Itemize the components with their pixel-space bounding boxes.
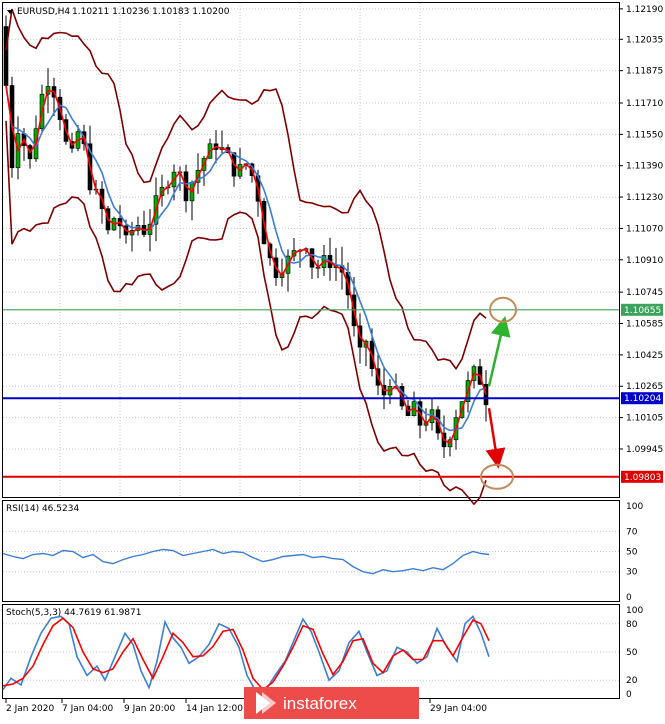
resistance-target-circle xyxy=(489,296,517,323)
x-tick-label: 29 Jan 04:00 xyxy=(430,704,487,714)
y-tick-label: 1.09945 xyxy=(626,445,663,455)
y-tick-label: 1.12190 xyxy=(626,5,663,15)
candle-body xyxy=(3,26,9,86)
rsi-panel-frame xyxy=(2,500,620,602)
resistance-price-label: 1.10655 xyxy=(624,306,661,316)
candle-body xyxy=(483,384,489,406)
rsi-tick-label: 100 xyxy=(626,502,643,512)
bearish-arrow xyxy=(485,408,506,469)
y-tick-label: 1.11230 xyxy=(626,193,663,203)
y-tick-label: 1.10105 xyxy=(626,414,663,424)
support-price-tag xyxy=(621,470,663,483)
rsi-tick-label: 30 xyxy=(626,568,638,578)
resistance-price-tag xyxy=(621,303,663,316)
y-tick-label: 1.10585 xyxy=(626,320,663,330)
rsi-tick-label: 0 xyxy=(626,593,632,603)
current-price-tag xyxy=(621,392,663,405)
watermark: instaforex xyxy=(244,687,419,719)
stoch-tick-label: 50 xyxy=(626,648,638,658)
rsi-tick-label: 50 xyxy=(626,548,638,558)
bollinger-upper xyxy=(5,8,487,371)
x-tick-label: 14 Jan 12:00 xyxy=(186,704,243,714)
current-price-label: 1.10204 xyxy=(624,394,661,404)
y-tick-label: 1.11550 xyxy=(626,130,663,140)
y-tick-label: 1.11710 xyxy=(626,99,663,109)
stoch-panel-frame xyxy=(2,604,620,699)
stoch-title: Stoch(5,3,3) 44.7619 61.9871 xyxy=(6,608,141,618)
y-tick-label: 1.10265 xyxy=(626,382,663,392)
symbol-dropdown-icon[interactable] xyxy=(7,10,13,14)
ma-slow-line xyxy=(5,85,487,432)
rsi-tick-label: 70 xyxy=(626,527,638,537)
y-tick-label: 1.12035 xyxy=(626,35,663,45)
main-grid xyxy=(3,3,619,497)
y-tick-label: 1.11070 xyxy=(626,224,663,234)
ohlc-readout: 1.10211 1.10236 1.10183 1.10200 xyxy=(72,7,230,17)
rsi-title: RSI(14) 46.5234 xyxy=(6,504,79,514)
bollinger-lower xyxy=(5,120,487,506)
y-tick-label: 1.11875 xyxy=(626,67,663,77)
stoch-tick-label: 0 xyxy=(626,690,632,700)
axis-layer: 1.12190 1.12035 1.11875 1.11710 1.11550 1.113… xyxy=(5,5,663,714)
y-tick-label: 1.11390 xyxy=(626,162,663,172)
stoch-tick-label: 80 xyxy=(626,620,638,630)
x-tick-label: 2 Jan 2020 xyxy=(6,704,54,714)
stoch-layer: 100 80 50 20 0 xyxy=(2,606,643,700)
bullish-arrow xyxy=(487,316,511,387)
main-series xyxy=(3,8,619,506)
y-tick-label: 1.10425 xyxy=(626,351,663,361)
support-price-label: 1.09803 xyxy=(624,473,661,483)
rsi-layer: 100 70 50 30 0 xyxy=(2,502,643,603)
ma-fast-line xyxy=(5,85,487,445)
symbol-title: EURUSD,H4 xyxy=(17,7,70,17)
instaforex-logo-icon xyxy=(256,692,276,714)
x-tick-label: 9 Jan 20:00 xyxy=(124,704,176,714)
stoch-main-line xyxy=(2,614,490,693)
support-target-circle xyxy=(480,463,514,490)
stoch-signal-line xyxy=(2,617,490,691)
watermark-text: instaforex xyxy=(283,694,357,713)
y-tick-label: 1.10745 xyxy=(626,288,663,298)
x-tick-label: 7 Jan 04:00 xyxy=(62,704,114,714)
rsi-line xyxy=(2,548,490,575)
y-tick-label: 1.10910 xyxy=(626,256,663,266)
stoch-tick-label: 100 xyxy=(626,606,643,616)
stoch-tick-label: 20 xyxy=(626,676,638,686)
